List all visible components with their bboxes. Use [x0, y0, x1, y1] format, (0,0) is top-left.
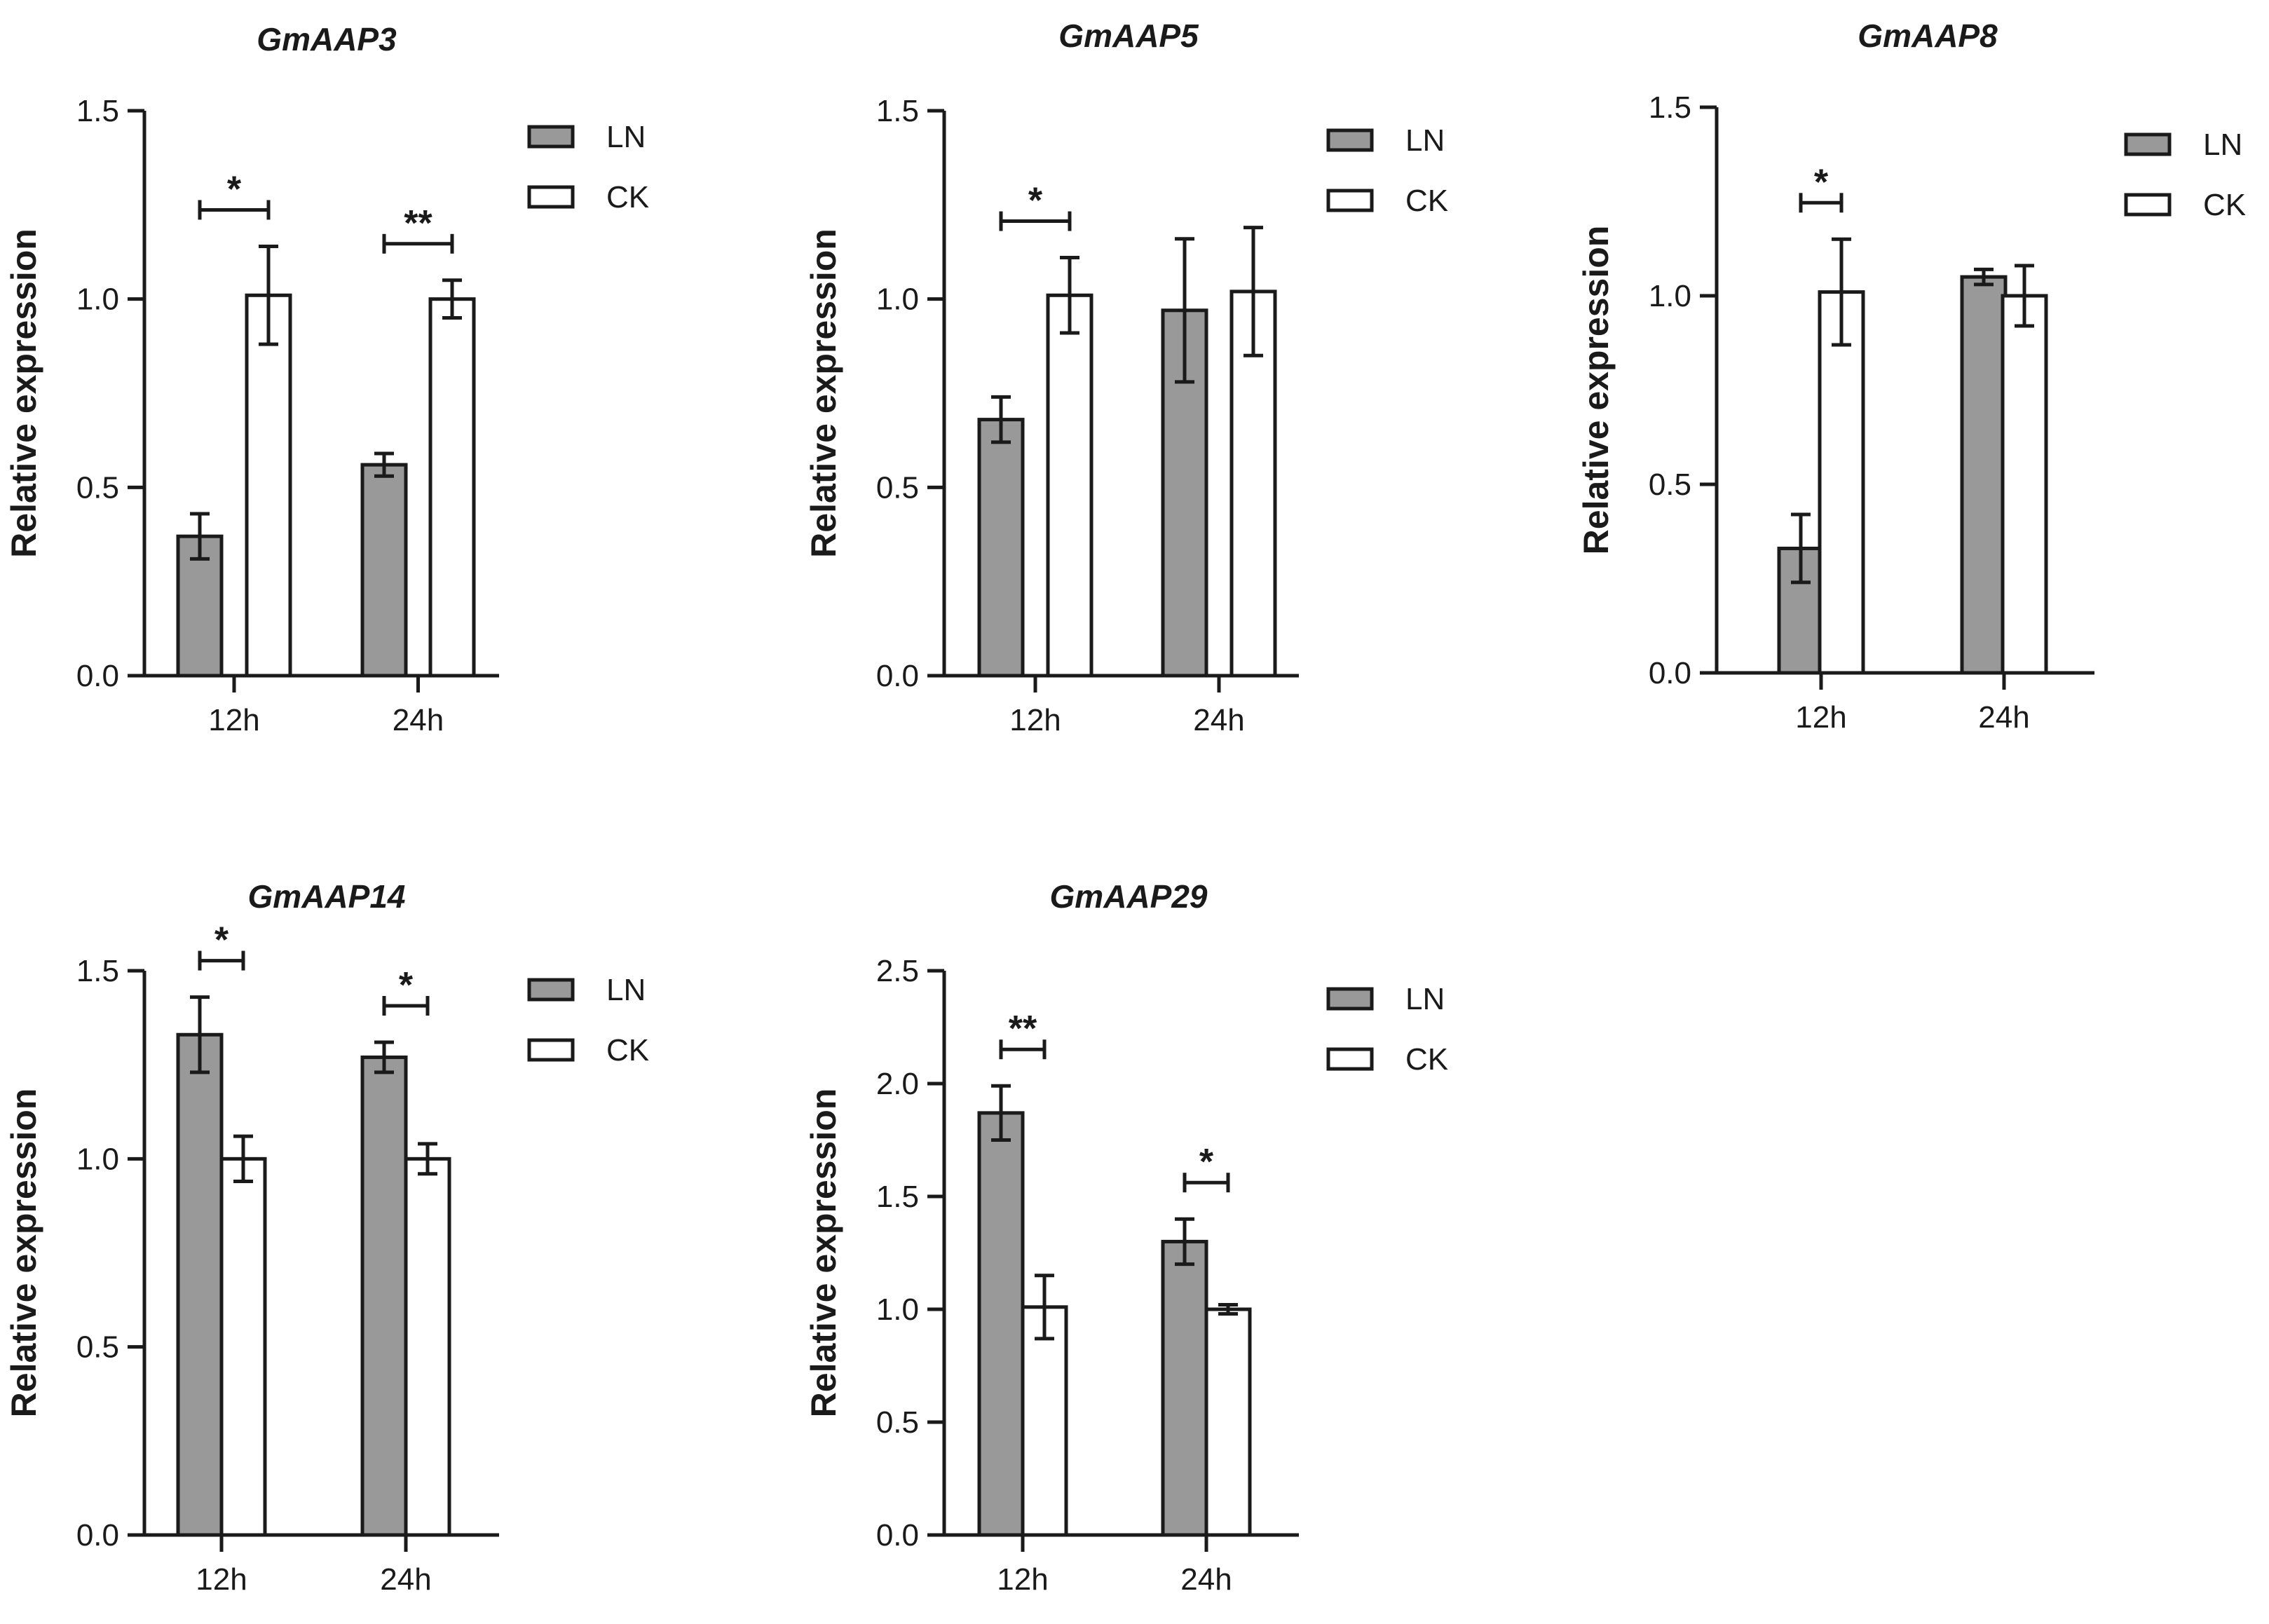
chart-panel-gmaap8: GmAAP8 Relative expression 0.0 0.5 1.0 1.5 12h… — [1576, 18, 2246, 735]
x-tick-label: 12h — [196, 1562, 247, 1597]
legend-label-ck: CK — [1405, 184, 1448, 218]
bar-ck-12h — [219, 1156, 267, 1537]
legend-swatch-ln — [2124, 132, 2172, 156]
significance-label: * — [227, 169, 242, 210]
bar-ln-12h — [977, 1111, 1025, 1537]
legend-label-ck: CK — [606, 1033, 649, 1067]
y-tick-label: 0.5 — [76, 470, 119, 505]
bar-ck-12h — [1046, 293, 1093, 678]
chart-title: GmAAP29 — [1050, 878, 1208, 915]
bar-ln-24h — [360, 1055, 408, 1537]
bar-ck-24h — [2001, 294, 2048, 675]
bar-ck-24h — [428, 297, 476, 678]
y-tick-label: 0.5 — [876, 470, 919, 505]
bar-ln-12h — [977, 418, 1025, 678]
x-tick-label: 24h — [1193, 703, 1244, 737]
x-tick-label: 24h — [380, 1562, 431, 1597]
x-tick-label: 12h — [997, 1562, 1048, 1597]
legend-label-ck: CK — [2203, 188, 2246, 222]
y-tick-label: 0.0 — [1649, 656, 1691, 690]
significance-label: * — [214, 920, 229, 961]
y-axis-label: Relative expression — [4, 228, 43, 558]
x-tick-label: 12h — [1795, 700, 1846, 735]
y-tick-label: 1.0 — [1649, 279, 1691, 313]
legend-swatch-ck — [527, 1038, 575, 1062]
y-tick-label: 0.0 — [76, 659, 119, 693]
y-tick-label: 1.0 — [876, 282, 919, 317]
y-tick-label: 1.5 — [876, 94, 919, 128]
chart-title: GmAAP14 — [248, 878, 406, 915]
chart-panel-gmaap3: GmAAP3 Relative expression 0.0 0.5 1.0 1.5 12h… — [4, 21, 649, 737]
bar-ln-24h — [1960, 275, 2008, 675]
legend-swatch-ln — [1326, 128, 1374, 152]
y-tick-label: 0.0 — [876, 1518, 919, 1553]
legend-swatch-ln — [527, 978, 575, 1002]
y-axis-label: Relative expression — [1576, 226, 1616, 555]
legend-swatch-ln — [1326, 987, 1374, 1011]
y-tick-label: 0.0 — [76, 1518, 119, 1553]
chart-panel-gmaap29: GmAAP29 Relative expression 0.0 0.5 1.0 1.5 2.… — [804, 878, 1448, 1597]
x-tick-label: 12h — [208, 703, 259, 737]
y-tick-label: 2.5 — [876, 954, 919, 988]
bar-ck-24h — [404, 1156, 451, 1537]
legend-label-ln: LN — [1405, 123, 1445, 158]
legend-swatch-ck — [1326, 1047, 1374, 1071]
y-tick-label: 1.0 — [876, 1292, 919, 1327]
legend-swatch-ln — [527, 125, 575, 149]
legend-label-ln: LN — [606, 973, 646, 1007]
chart-title: GmAAP3 — [257, 21, 397, 57]
y-tick-label: 0.5 — [1649, 468, 1691, 502]
y-tick-label: 0.5 — [876, 1405, 919, 1440]
legend-swatch-ck — [527, 185, 575, 209]
x-tick-label: 24h — [393, 703, 444, 737]
bar-ck-24h — [1204, 1307, 1252, 1537]
bar-ln-12h — [176, 1032, 224, 1537]
y-axis-label: Relative expression — [804, 228, 843, 558]
legend-label-ln: LN — [2203, 128, 2242, 162]
chart-panel-gmaap14: GmAAP14 Relative expression 0.0 0.5 1.0 1.5 12… — [4, 878, 649, 1597]
y-axis-label: Relative expression — [804, 1089, 843, 1418]
x-tick-label: 12h — [1009, 703, 1061, 737]
bar-ck-12h — [1818, 290, 1865, 675]
chart-title: GmAAP8 — [1858, 18, 1998, 54]
significance-label: ** — [404, 203, 432, 244]
y-tick-label: 1.5 — [76, 94, 119, 128]
bar-ln-24h — [360, 463, 408, 678]
bar-ck-12h — [245, 293, 292, 678]
y-tick-label: 1.0 — [76, 1142, 119, 1176]
y-tick-label: 1.5 — [1649, 90, 1691, 125]
significance-label: * — [399, 965, 414, 1006]
significance-label: ** — [1009, 1009, 1037, 1049]
legend-swatch-ck — [1326, 189, 1374, 212]
x-tick-label: 24h — [1180, 1562, 1232, 1597]
x-tick-label: 24h — [1978, 700, 2029, 735]
y-tick-label: 0.5 — [76, 1330, 119, 1365]
legend-label-ck: CK — [1405, 1042, 1448, 1077]
significance-label: * — [1814, 162, 1829, 203]
y-tick-label: 1.5 — [876, 1180, 919, 1214]
y-tick-label: 2.0 — [876, 1067, 919, 1101]
y-axis-label: Relative expression — [4, 1089, 43, 1418]
significance-label: * — [1028, 181, 1043, 221]
chart-panel-gmaap5: GmAAP5 Relative expression 0.0 0.5 1.0 1.5 12h… — [804, 18, 1448, 737]
bar-ln-24h — [1161, 1239, 1208, 1537]
y-tick-label: 0.0 — [876, 659, 919, 693]
chart-title: GmAAP5 — [1058, 18, 1199, 54]
y-tick-label: 1.0 — [76, 282, 119, 317]
legend-label-ln: LN — [1405, 982, 1445, 1016]
bar-ck-12h — [1021, 1305, 1068, 1537]
significance-label: * — [1199, 1142, 1214, 1182]
y-tick-label: 1.5 — [76, 954, 119, 988]
legend-swatch-ck — [2124, 193, 2172, 217]
legend-label-ln: LN — [606, 120, 646, 154]
legend-label-ck: CK — [606, 180, 649, 214]
